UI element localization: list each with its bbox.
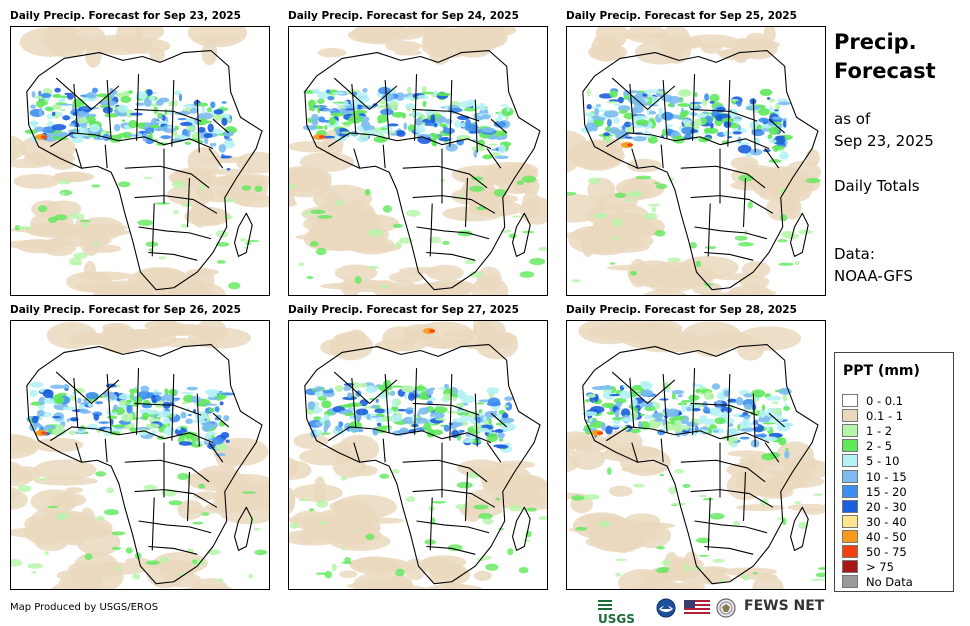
- legend-swatch: [842, 545, 858, 558]
- map-canvas: [11, 321, 269, 589]
- legend-label: 1 - 2: [866, 424, 893, 439]
- legend-label: 15 - 20: [866, 484, 907, 499]
- legend-swatch: [842, 409, 858, 423]
- legend-swatch: [842, 560, 858, 574]
- legend-label: > 75: [866, 560, 894, 575]
- data-label: Data:: [834, 245, 875, 263]
- legend-item: 0.1 - 1: [842, 409, 904, 424]
- map-canvas: [567, 27, 822, 295]
- precip-map-6: [566, 320, 826, 590]
- legend-item: 10 - 15: [842, 469, 907, 484]
- legend-swatch: [842, 454, 858, 468]
- panel-title: Daily Precip. Forecast for Sep 23, 2025: [10, 10, 241, 22]
- legend-swatch: [842, 484, 858, 498]
- legend-item: 30 - 40: [842, 514, 907, 529]
- legend-item: 5 - 10: [842, 454, 900, 469]
- legend-swatch: [842, 499, 858, 513]
- state-dept-seal-icon: [716, 598, 736, 618]
- legend-label: 0.1 - 1: [866, 409, 904, 424]
- panel-title: Daily Precip. Forecast for Sep 27, 2025: [288, 304, 519, 316]
- map-canvas: [289, 321, 547, 589]
- fews-net-logo-text: FEWS NET: [744, 598, 825, 614]
- precip-map-4: [10, 320, 270, 590]
- map-canvas: [11, 27, 269, 295]
- as-of-date: Sep 23, 2025: [834, 132, 934, 150]
- panel-title: Daily Precip. Forecast for Sep 28, 2025: [566, 304, 797, 316]
- as-of-text: as of Sep 23, 2025: [834, 108, 934, 152]
- legend-label: 10 - 15: [866, 469, 907, 484]
- legend-label: 50 - 75: [866, 545, 907, 559]
- legend-item: No Data: [842, 575, 913, 590]
- usgs-logo-icon: USGS: [598, 598, 635, 626]
- precip-map-1: [10, 26, 270, 296]
- legend-swatch: [842, 424, 858, 438]
- legend-label: 40 - 50: [866, 529, 907, 544]
- credit-text: Map Produced by USGS/EROS: [10, 602, 159, 613]
- noaa-logo-icon: [656, 598, 676, 618]
- sidebar-title: Precip. Forecast: [834, 28, 936, 86]
- legend-swatch: [842, 439, 858, 453]
- legend-title: PPT (mm): [843, 363, 920, 379]
- map-canvas: [567, 321, 825, 589]
- as-of-label: as of: [834, 110, 871, 128]
- data-source-text: Data: NOAA-GFS: [834, 243, 913, 287]
- legend-label: No Data: [866, 575, 913, 590]
- precip-map-3: [566, 26, 826, 296]
- legend-item: 15 - 20: [842, 484, 907, 499]
- legend-label: 2 - 5: [866, 439, 893, 454]
- legend-item: 20 - 30: [842, 499, 907, 514]
- legend-item: > 75: [842, 560, 894, 575]
- panel-title: Daily Precip. Forecast for Sep 24, 2025: [288, 10, 519, 22]
- legend-swatch: [842, 469, 858, 483]
- panel-title: Daily Precip. Forecast for Sep 25, 2025: [566, 10, 797, 22]
- legend-label: 30 - 40: [866, 514, 907, 529]
- precip-map-5: [288, 320, 548, 590]
- legend-swatch: [842, 575, 858, 589]
- map-canvas: [289, 27, 547, 295]
- legend-item: 40 - 50: [842, 529, 907, 544]
- legend-swatch: [842, 394, 858, 407]
- sidebar-title-line2: Forecast: [834, 59, 936, 83]
- precip-map-2: [288, 26, 548, 296]
- daily-totals-text: Daily Totals: [834, 177, 920, 195]
- data-source: NOAA-GFS: [834, 267, 913, 285]
- legend-swatch: [842, 529, 858, 543]
- legend-item: 2 - 5: [842, 439, 893, 454]
- legend-item: 50 - 75: [842, 545, 907, 559]
- sidebar-title-line1: Precip.: [834, 30, 917, 54]
- us-flag-icon: [684, 600, 710, 616]
- legend-item: 0 - 0.1: [842, 394, 904, 408]
- legend-item: 1 - 2: [842, 424, 893, 439]
- panel-title: Daily Precip. Forecast for Sep 26, 2025: [10, 304, 241, 316]
- legend-label: 0 - 0.1: [866, 394, 904, 408]
- legend-label: 20 - 30: [866, 499, 907, 514]
- legend-label: 5 - 10: [866, 454, 900, 469]
- legend-swatch: [842, 514, 858, 528]
